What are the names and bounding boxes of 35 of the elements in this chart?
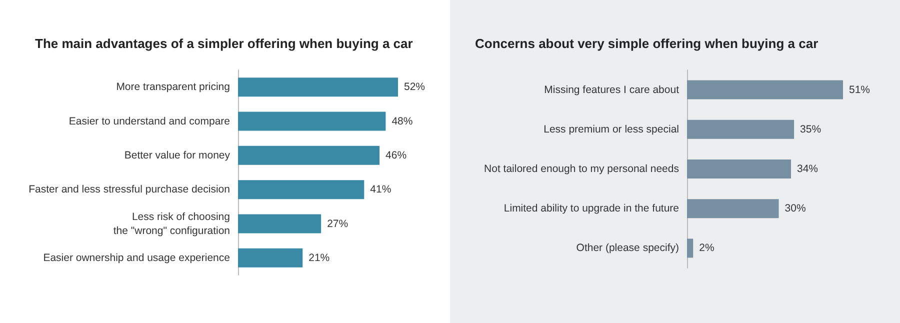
data-label: 34% bbox=[797, 163, 818, 175]
bar bbox=[238, 180, 364, 200]
bar bbox=[238, 78, 398, 97]
bar bbox=[238, 146, 380, 165]
y-tick-label: Missing features I care about bbox=[544, 84, 680, 96]
data-label: 35% bbox=[800, 123, 822, 136]
y-tick-label: Better value for money bbox=[124, 149, 231, 162]
chart-title: The main advantages of a simpler offering when buying a car bbox=[35, 36, 413, 51]
y-tick-label: Easier ownership and usage experience bbox=[43, 252, 230, 264]
data-label: 41% bbox=[370, 184, 392, 196]
bar bbox=[687, 80, 843, 100]
y-tick-label: More transparent pricing bbox=[116, 81, 230, 94]
data-label: 27% bbox=[327, 218, 348, 230]
bar bbox=[687, 160, 791, 178]
y-tick-label: Limited ability to upgrade in the future bbox=[504, 202, 680, 215]
y-tick-label: Less premium or less special bbox=[544, 123, 679, 136]
data-label: 2% bbox=[699, 242, 714, 254]
bar bbox=[687, 120, 794, 139]
y-tick-label: Faster and less stressful purchase decision bbox=[28, 184, 230, 196]
data-label: 21% bbox=[308, 252, 330, 264]
bar bbox=[238, 214, 322, 234]
bar bbox=[238, 112, 386, 131]
data-label: 52% bbox=[404, 81, 426, 94]
data-label: 46% bbox=[386, 149, 407, 162]
data-label: 48% bbox=[392, 115, 413, 128]
y-tick-label: Not tailored enough to my personal needs bbox=[484, 163, 679, 175]
y-tick-label: Other (please specify) bbox=[576, 242, 679, 254]
data-label: 51% bbox=[849, 84, 870, 96]
y-tick-label: Easier to understand and compare bbox=[68, 115, 230, 128]
bar bbox=[687, 199, 779, 218]
bar bbox=[687, 238, 694, 258]
bar bbox=[238, 248, 303, 268]
y-tick-label: Less risk of choosing the "wrong" configuration bbox=[113, 210, 230, 237]
data-label: 30% bbox=[784, 202, 806, 215]
chart-title: Concerns about very simple offering when buying a car bbox=[475, 36, 818, 51]
